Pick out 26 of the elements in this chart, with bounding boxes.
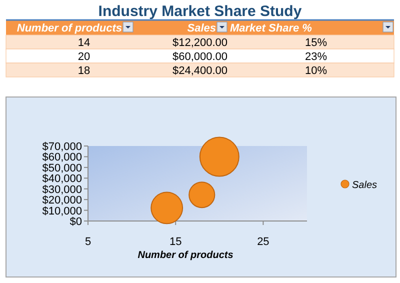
text: 20 [78, 51, 90, 63]
y-tick-label: $40,000 [42, 173, 82, 186]
y-tick-label: $0 [70, 216, 82, 228]
chart-title: Industry Market Share Study [98, 3, 302, 20]
text: $60,000.00 [172, 51, 228, 63]
x-axis-title: Number of products [138, 250, 234, 261]
text: 18 [78, 65, 90, 77]
x-tick-label: 5 [84, 236, 92, 248]
text: 14 [78, 37, 90, 49]
text: $24,400.00 [172, 65, 228, 77]
text: $12,200.00 [172, 37, 228, 49]
text: Market Share % [230, 22, 312, 34]
text: 15% [304, 37, 328, 49]
text: Sales [187, 22, 216, 34]
text: Number of products [16, 22, 122, 34]
legend-label: Sales [352, 180, 378, 191]
y-tick-label: $30,000 [42, 184, 82, 196]
y-tick-label: $60,000 [42, 152, 82, 164]
text: 23% [304, 51, 328, 63]
text: 10% [304, 65, 328, 77]
y-tick-label: $50,000 [42, 162, 82, 174]
y-tick-label: $20,000 [42, 194, 82, 207]
x-tick-label: 15 [169, 236, 182, 248]
x-tick-label: 25 [257, 236, 270, 248]
y-tick-label: $10,000 [42, 205, 82, 218]
y-tick-label: $70,000 [42, 141, 82, 153]
